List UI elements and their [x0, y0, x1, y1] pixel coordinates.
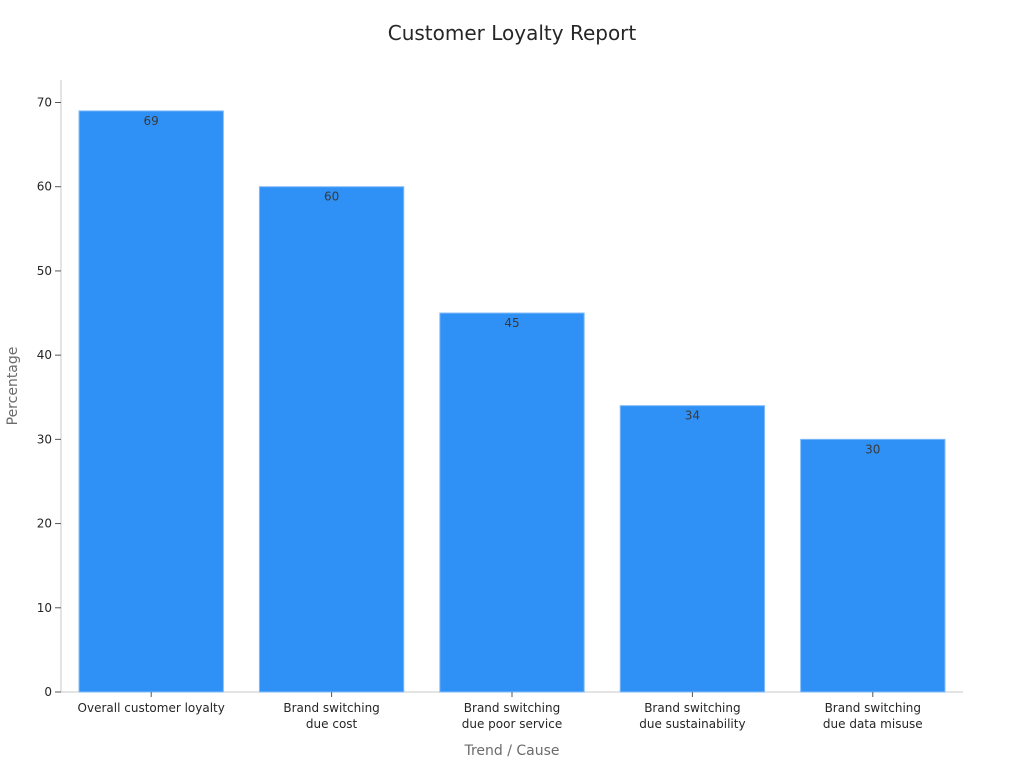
bar	[619, 405, 766, 693]
y-tick-label: 0	[44, 685, 52, 699]
bar	[78, 110, 224, 693]
y-tick-label: 60	[37, 180, 52, 194]
x-tick-label: Brand switching due poor service	[462, 701, 562, 731]
x-tick-label: Brand switching due cost	[283, 701, 379, 731]
data-label: 60	[324, 190, 339, 204]
bar	[258, 186, 405, 693]
data-label: 34	[685, 409, 700, 423]
y-tick-label: 50	[37, 264, 52, 278]
x-axis-title: Trend / Cause	[463, 743, 559, 759]
chart-title: Customer Loyalty Report	[388, 21, 637, 45]
bar	[800, 438, 946, 693]
data-label: 69	[144, 114, 159, 128]
y-axis-title: Percentage	[5, 347, 21, 426]
plot-area: 0 10 20 30 40 50 60 70 69 Overall customer loyalt…	[37, 80, 963, 731]
x-tick-label: Brand switching due data misuse	[823, 701, 923, 731]
y-tick-label: 20	[37, 517, 52, 531]
data-label: 45	[504, 316, 519, 330]
y-tick-label: 70	[37, 96, 52, 110]
x-tick-label: Overall customer loyalty	[78, 701, 225, 715]
bar	[439, 312, 585, 693]
data-label: 30	[865, 442, 880, 456]
y-tick-label: 30	[37, 432, 52, 446]
y-tick-label: 40	[37, 348, 52, 362]
x-tick-label: Brand switching due sustainability	[639, 701, 745, 731]
y-tick-label: 10	[37, 601, 52, 615]
